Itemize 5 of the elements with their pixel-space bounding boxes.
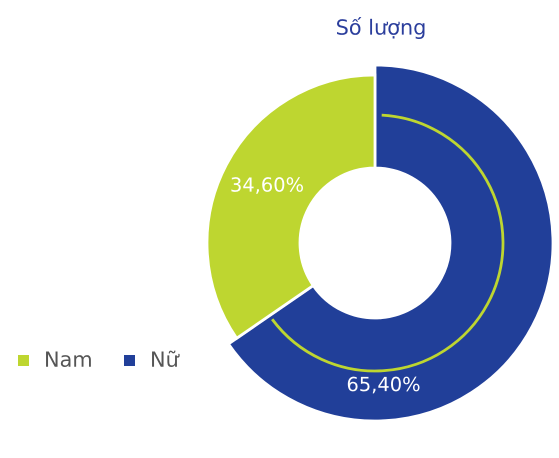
chart-title: Số lượng — [336, 17, 424, 39]
legend-label: Nữ — [152, 350, 180, 368]
legend-label: Nam — [46, 352, 91, 368]
data-label: 34,60% — [231, 177, 303, 194]
data-label: 65,40% — [348, 376, 420, 394]
